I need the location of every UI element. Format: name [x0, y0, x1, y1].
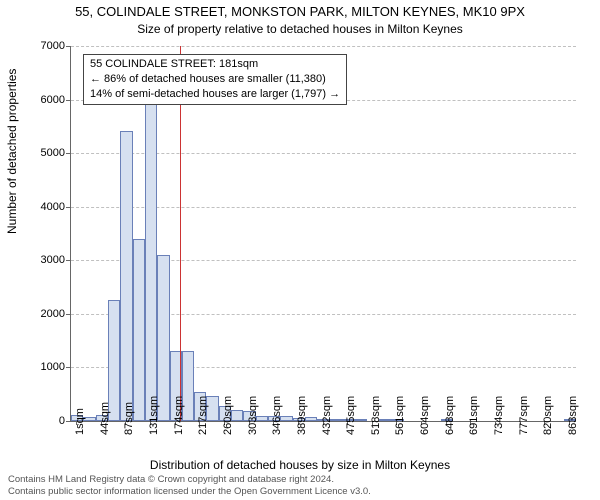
y-tick-mark — [66, 46, 70, 47]
annotation-line-2: ← 86% of detached houses are smaller (11… — [90, 72, 340, 87]
histogram-bar — [133, 239, 145, 421]
y-tick-label: 1000 — [15, 361, 65, 373]
chart-container: 55, COLINDALE STREET, MONKSTON PARK, MIL… — [0, 0, 600, 500]
chart-title-sub: Size of property relative to detached ho… — [0, 22, 600, 36]
y-tick-mark — [66, 314, 70, 315]
y-tick-label: 2000 — [15, 308, 65, 320]
annotation-line-1: 55 COLINDALE STREET: 181sqm — [90, 57, 340, 72]
y-tick-label: 6000 — [15, 94, 65, 106]
histogram-bar — [145, 100, 157, 421]
y-tick-mark — [66, 207, 70, 208]
gridline — [71, 46, 576, 47]
x-axis-label: Distribution of detached houses by size … — [0, 458, 600, 472]
annotation-line-3: 14% of semi-detached houses are larger (… — [90, 87, 340, 102]
footer-attribution: Contains HM Land Registry data © Crown c… — [8, 474, 371, 498]
footer-line-1: Contains HM Land Registry data © Crown c… — [8, 474, 371, 486]
annotation-box: 55 COLINDALE STREET: 181sqm ← 86% of det… — [83, 54, 347, 105]
y-tick-label: 5000 — [15, 147, 65, 159]
y-tick-label: 7000 — [15, 40, 65, 52]
y-tick-label: 0 — [15, 415, 65, 427]
histogram-bar — [120, 131, 132, 421]
y-tick-mark — [66, 421, 70, 422]
y-tick-mark — [66, 153, 70, 154]
footer-line-2: Contains public sector information licen… — [8, 486, 371, 498]
chart-title-main: 55, COLINDALE STREET, MONKSTON PARK, MIL… — [0, 4, 600, 19]
y-tick-label: 4000 — [15, 201, 65, 213]
y-tick-mark — [66, 100, 70, 101]
y-tick-mark — [66, 260, 70, 261]
y-tick-label: 3000 — [15, 254, 65, 266]
y-tick-mark — [66, 367, 70, 368]
